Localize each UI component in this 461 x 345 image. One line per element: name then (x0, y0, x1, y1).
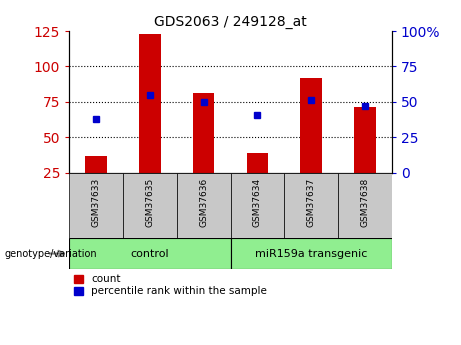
Text: genotype/variation: genotype/variation (5, 249, 97, 258)
Bar (284, 172, 338, 238)
Bar (230, 172, 284, 238)
Text: GSM37635: GSM37635 (145, 178, 154, 227)
Bar (177, 172, 230, 238)
Bar (230, 238, 392, 269)
Bar (69, 172, 123, 238)
Bar (247, 153, 268, 172)
Bar (301, 78, 322, 172)
Text: miR159a transgenic: miR159a transgenic (255, 249, 367, 258)
Bar (85, 156, 107, 172)
Text: GSM37633: GSM37633 (92, 178, 100, 227)
Text: GSM37638: GSM37638 (361, 178, 369, 227)
Bar (193, 93, 214, 172)
Bar (69, 238, 230, 269)
Bar (123, 172, 177, 238)
Text: GSM37636: GSM37636 (199, 178, 208, 227)
Title: GDS2063 / 249128_at: GDS2063 / 249128_at (154, 14, 307, 29)
Bar (338, 172, 392, 238)
Bar (354, 107, 376, 172)
Text: control: control (130, 249, 169, 258)
Text: GSM37637: GSM37637 (307, 178, 316, 227)
Bar (139, 34, 160, 172)
Legend: count, percentile rank within the sample: count, percentile rank within the sample (74, 274, 267, 296)
Text: GSM37634: GSM37634 (253, 178, 262, 227)
